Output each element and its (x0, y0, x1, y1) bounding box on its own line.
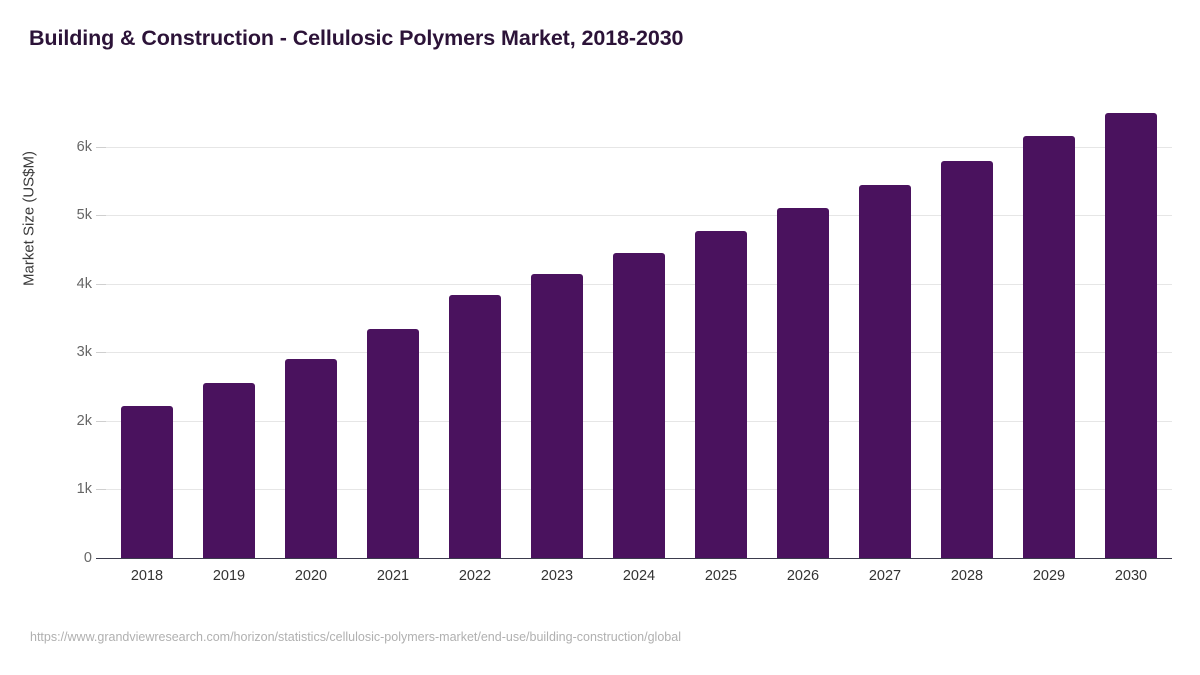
x-tick-label: 2030 (1114, 568, 1148, 584)
x-tick-label: 2021 (376, 568, 410, 584)
y-tick-mark (96, 420, 106, 422)
bar[interactable] (121, 405, 173, 558)
bar[interactable] (449, 294, 501, 558)
bar[interactable] (859, 184, 911, 558)
y-tick-mark (96, 558, 106, 559)
x-tick-label: 2020 (294, 568, 328, 584)
bar[interactable] (777, 207, 829, 558)
y-tick-label: 0 (83, 550, 92, 566)
y-tick-mark (96, 215, 106, 217)
x-tick-label: 2025 (704, 568, 738, 584)
x-tick-label: 2029 (1032, 568, 1066, 584)
bar[interactable] (203, 383, 255, 558)
x-tick-label: 2023 (540, 568, 574, 584)
gridline (106, 215, 1172, 217)
y-axis-title: Market Size (US$M) (20, 150, 38, 287)
x-tick-label: 2024 (622, 568, 656, 584)
y-tick-label: 4k (76, 275, 92, 292)
x-tick-label: 2019 (212, 568, 246, 584)
y-tick-mark (96, 352, 106, 354)
y-tick-mark (96, 489, 106, 491)
y-tick-label: 2k (76, 412, 92, 429)
y-tick-label: 3k (76, 344, 92, 361)
x-axis-tick-labels: 2018 2019 2020 2021 2022 2023 2024 2025 2026 2027… (106, 568, 1172, 594)
y-tick-label: 1k (76, 481, 92, 498)
gridline (106, 146, 1172, 148)
y-tick-mark (96, 146, 106, 148)
bar[interactable] (941, 160, 993, 558)
x-tick-label: 2027 (868, 568, 902, 584)
x-tick-label: 2028 (950, 568, 984, 584)
bar[interactable] (613, 253, 665, 558)
x-tick-label: 2026 (786, 568, 820, 584)
bar[interactable] (1105, 113, 1157, 558)
y-tick-label: 5k (76, 207, 92, 224)
bar[interactable] (367, 329, 419, 558)
bar[interactable] (531, 273, 583, 558)
bar[interactable] (285, 359, 337, 558)
bar[interactable] (1023, 135, 1075, 558)
x-tick-label: 2018 (130, 568, 164, 584)
x-tick-label: 2022 (458, 568, 492, 584)
plot-area (106, 92, 1172, 559)
page-title: Building & Construction - Cellulosic Pol… (29, 26, 684, 50)
x-axis-line (106, 557, 1172, 559)
bar[interactable] (695, 231, 747, 558)
bar-series (106, 92, 1172, 558)
source-url[interactable]: https://www.grandviewresearch.com/horizo… (30, 630, 681, 644)
y-tick-mark (96, 283, 106, 285)
y-tick-label: 6k (76, 138, 92, 155)
